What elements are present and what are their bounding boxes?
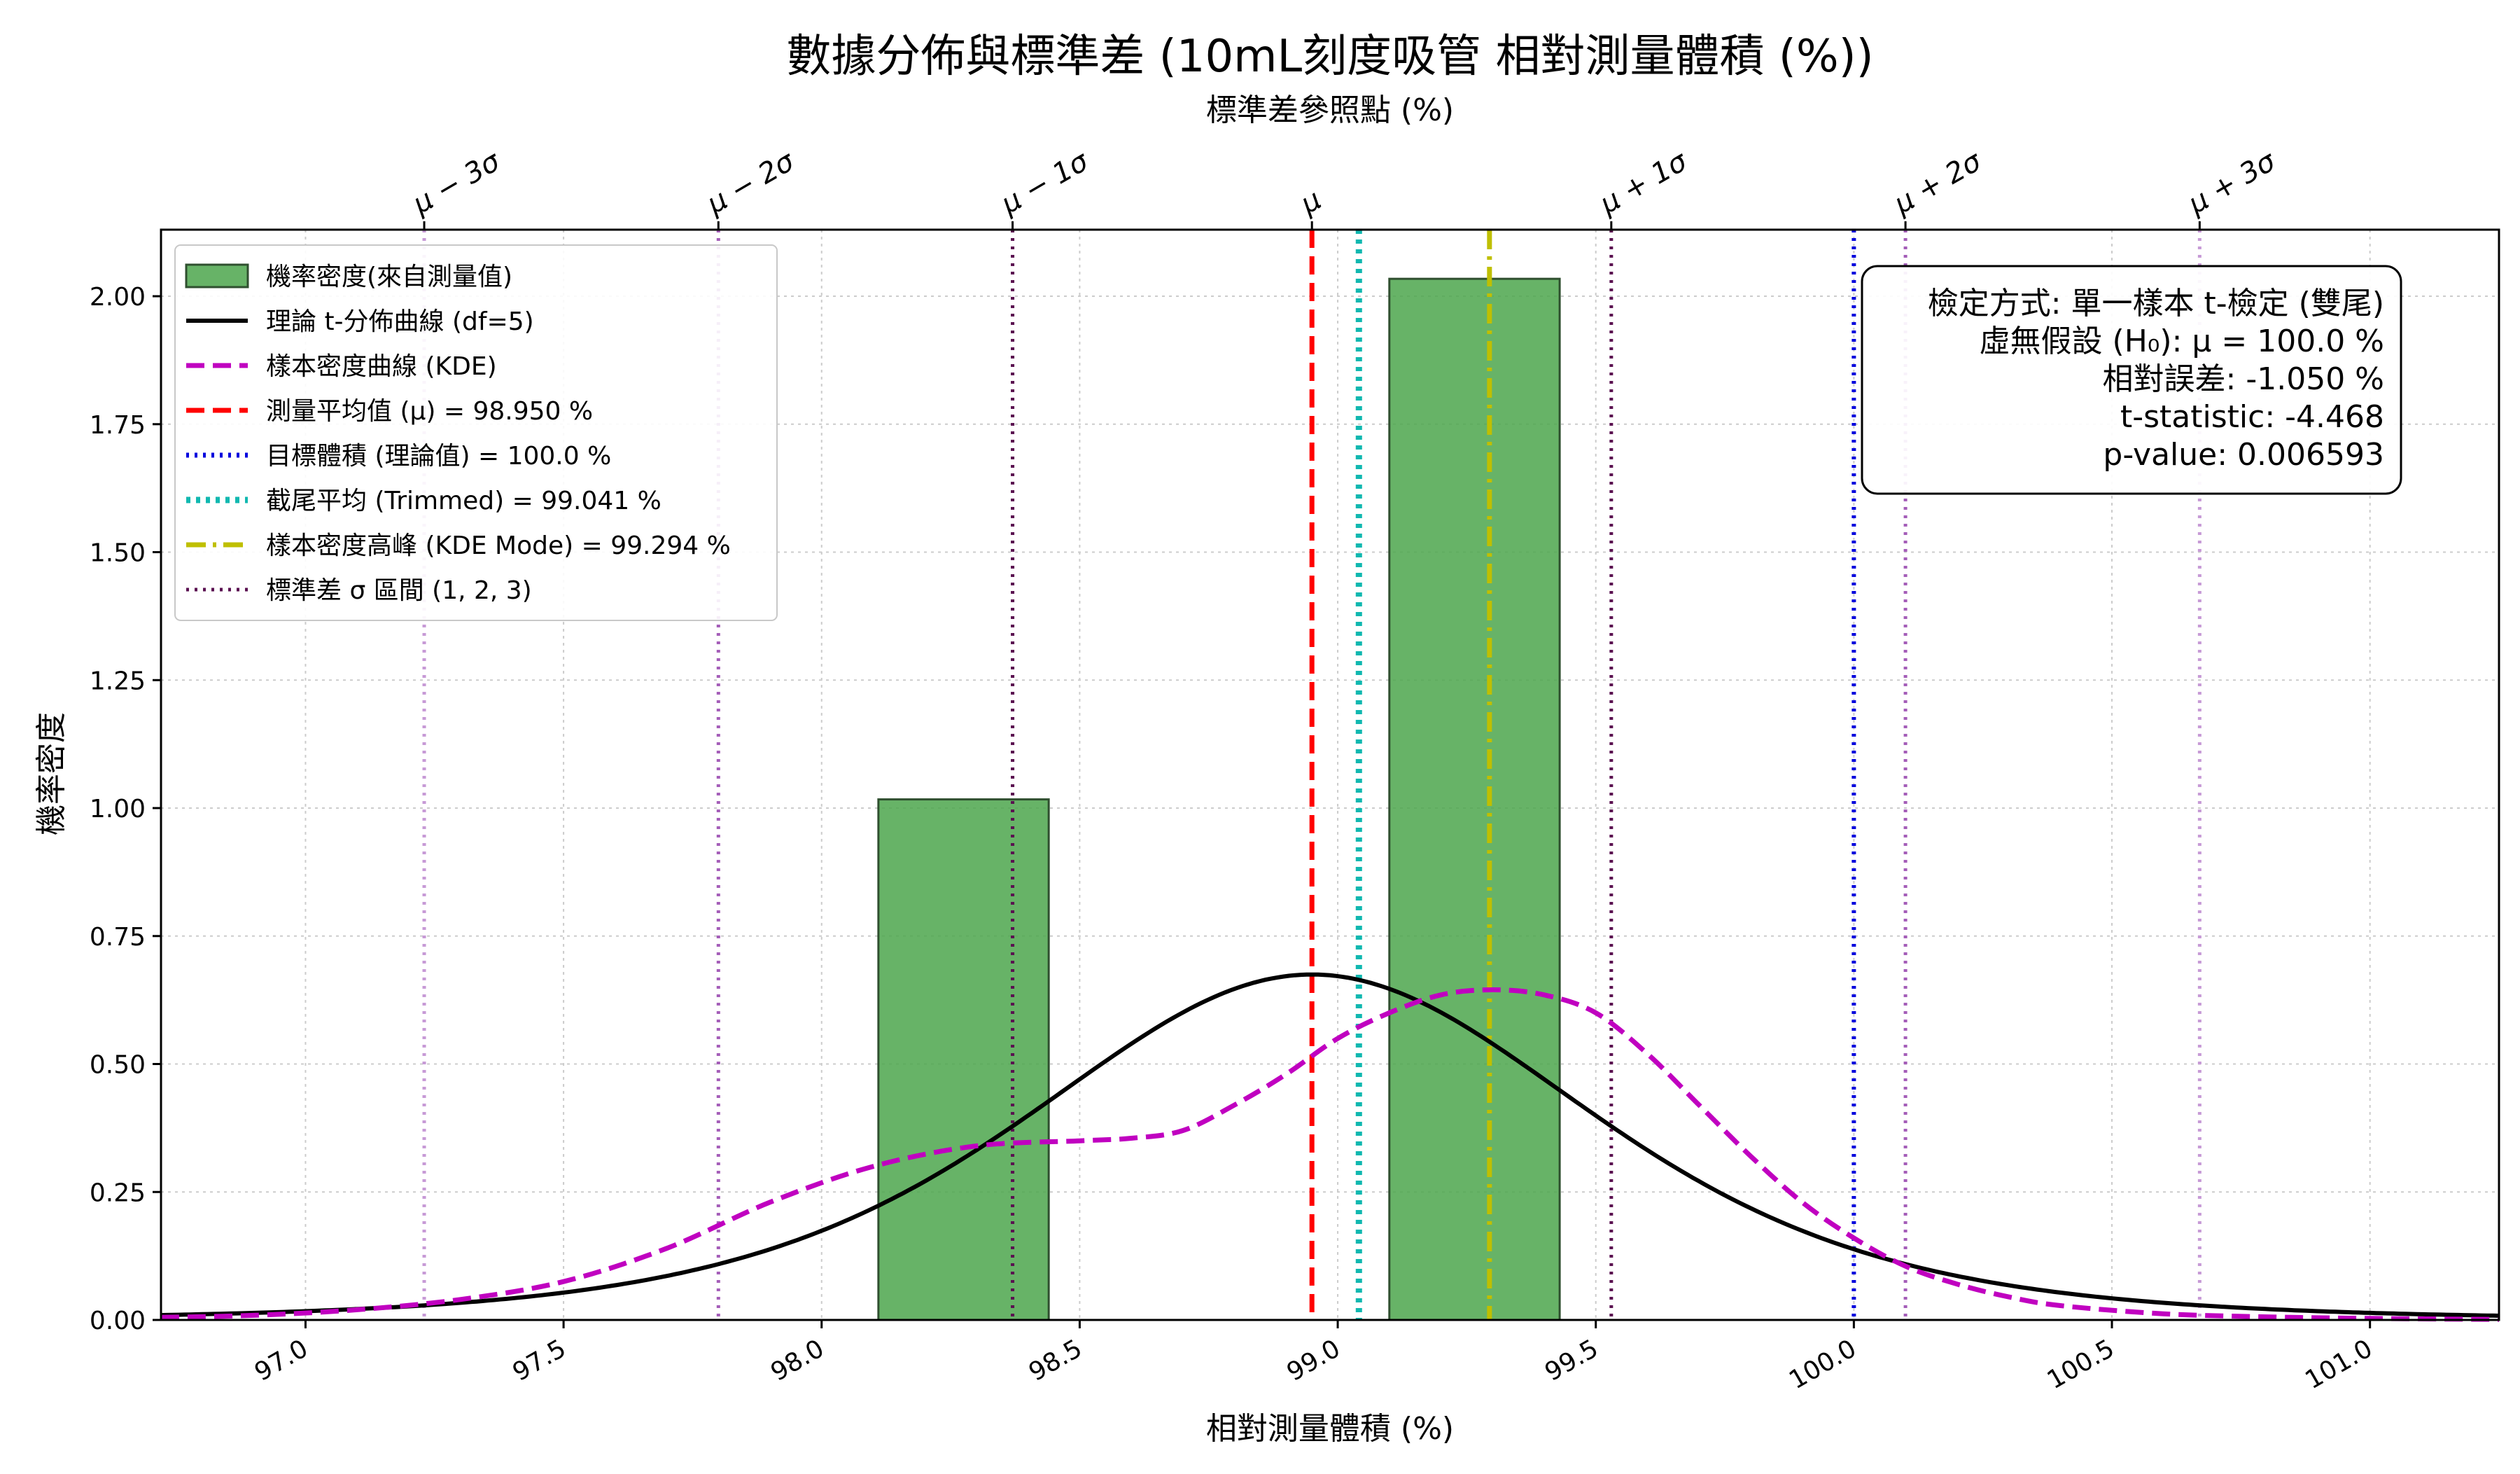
y-tick-label-8: 2.00	[90, 283, 146, 312]
y-tick-label-2: 0.50	[90, 1051, 146, 1080]
legend-label-1: 理論 t-分佈曲線 (df=5)	[266, 307, 534, 336]
curves-layer	[160, 972, 2500, 1322]
x-tick-label-3: 98.5	[1024, 1334, 1087, 1387]
stats-line-2: 相對誤差: -1.050 %	[2103, 361, 2384, 397]
legend-label-6: 樣本密度高峰 (KDE Mode) = 99.294 %	[266, 531, 731, 560]
y-tick-label-1: 0.25	[90, 1178, 146, 1207]
x-tick-label-5: 99.5	[1540, 1334, 1603, 1387]
x-tick-label-2: 98.0	[766, 1334, 829, 1387]
lines-layer	[422, 230, 2202, 1320]
x-tick-label-0: 97.0	[250, 1334, 313, 1387]
top-tick-label-1: μ − 2σ	[701, 144, 800, 221]
y-tick-label-4: 1.00	[90, 795, 146, 823]
x-tick-label-7: 100.5	[2043, 1334, 2120, 1395]
legend-label-5: 截尾平均 (Trimmed) = 99.041 %	[266, 487, 662, 515]
x-tick-label-1: 97.5	[508, 1334, 571, 1387]
legend-label-2: 樣本密度曲線 (KDE)	[266, 352, 497, 381]
x-axis-label: 相對測量體積 (%)	[1206, 1411, 1454, 1447]
top-tick-label-5: μ + 2σ	[1888, 144, 1987, 221]
top-tick-label-4: μ + 1σ	[1594, 144, 1693, 221]
y-tick-label-7: 1.75	[90, 411, 146, 440]
y-axis-label: 機率密度	[34, 712, 69, 835]
x-tick-label-6: 100.0	[1784, 1334, 1861, 1395]
legend-label-4: 目標體積 (理論值) = 100.0 %	[266, 442, 611, 471]
legend-swatch-0	[185, 263, 249, 288]
x-tick-label-4: 99.0	[1282, 1334, 1345, 1387]
y-tick-label-6: 1.50	[90, 539, 146, 568]
plot-frame	[160, 228, 2500, 1321]
legend-box	[174, 244, 778, 621]
histogram-bar-3	[1388, 277, 1561, 1321]
legend-layer: 機率密度(來自測量值) 理論 t-分佈曲線 (df=5) 樣本密度曲線 (KDE) 測…	[174, 244, 778, 621]
t-distribution-curve	[160, 972, 2500, 1318]
stats-line-1: 虛無假設 (H₀): μ = 100.0 %	[1980, 324, 2384, 359]
histogram-bar-0	[877, 798, 1050, 1321]
bars-layer	[877, 277, 1561, 1321]
legend-label-0: 機率密度(來自測量值)	[266, 263, 512, 291]
stats-line-3: t-statistic: -4.468	[2120, 399, 2384, 435]
legend-label-7: 標準差 σ 區間 (1, 2, 3)	[266, 576, 532, 605]
stats-box	[1861, 265, 2402, 495]
y-tick-label-3: 0.75	[90, 923, 146, 952]
stats-layer: 檢定方式: 單一樣本 t-檢定 (雙尾)虛無假設 (H₀): μ = 100.0…	[1861, 265, 2402, 495]
kde-curve	[160, 987, 2500, 1322]
legend-label-3: 測量平均值 (μ) = 98.950 %	[266, 397, 593, 426]
chart-title: 數據分佈與標準差 (10mL刻度吸管 相對測量體積 (%))	[786, 31, 1873, 83]
top-axis-label: 標準差參照點 (%)	[1206, 92, 1454, 128]
y-tick-label-0: 0.00	[90, 1307, 146, 1335]
y-tick-label-5: 1.25	[90, 667, 146, 695]
top-tick-label-2: μ − 1σ	[995, 144, 1095, 221]
stats-line-4: p-value: 0.006593	[2103, 437, 2384, 473]
x-tick-label-8: 101.0	[2300, 1334, 2377, 1395]
top-tick-label-0: μ − 3σ	[407, 144, 506, 221]
top-tick-label-3: μ	[1294, 183, 1326, 221]
stats-line-0: 檢定方式: 單一樣本 t-檢定 (雙尾)	[1928, 286, 2384, 321]
top-tick-label-6: μ + 3σ	[2182, 144, 2281, 221]
